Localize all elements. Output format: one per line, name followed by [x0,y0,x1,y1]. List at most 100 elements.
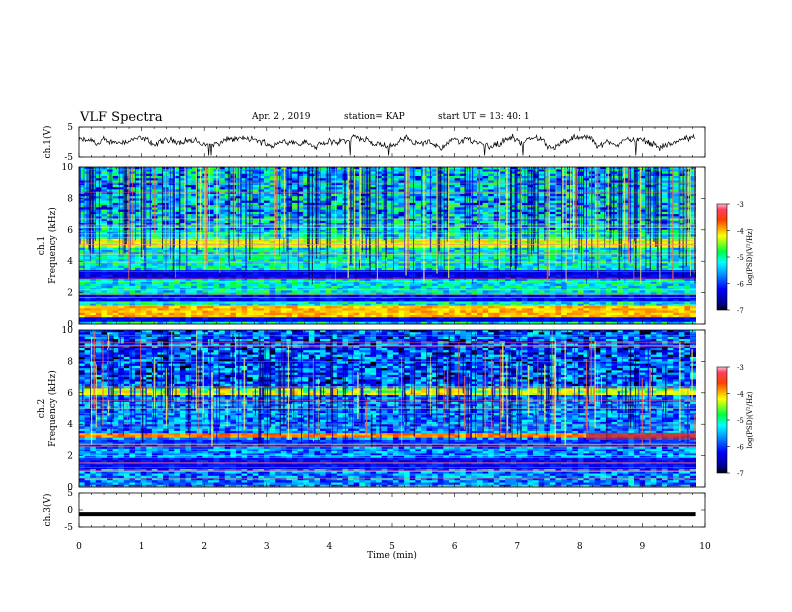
spectrogram-cell [207,207,214,211]
spectrogram-cell [426,180,433,184]
spectrogram-cell [123,249,130,253]
spectrogram-cell [465,189,472,193]
spectrogram-cell [146,241,153,244]
spectrogram-cell [118,193,125,197]
spectrogram-cell [577,247,584,251]
spectrogram-cell [471,225,478,228]
spectrogram-cell [263,249,270,253]
spectrogram-cell [476,261,483,264]
spectrogram-cell [292,218,299,222]
spectrogram-cell [196,182,203,186]
spectrogram-cell [241,232,248,235]
spectrogram-cell [297,234,304,237]
spectrogram-cell [460,200,467,204]
spectrogram-cell [224,263,231,267]
spectrogram-cell [325,211,332,215]
spectrogram-cell [476,265,483,269]
spectrogram-cell [465,200,472,204]
spectrogram-cell [151,249,158,253]
spectrogram-cell [600,198,607,202]
spectrogram-cell [387,241,394,244]
spectrogram-cell [297,267,304,271]
spectrogram-cell [398,216,405,219]
spectrogram-cell [381,263,388,267]
spectrogram-cell [331,169,338,172]
spectrogram-cell [549,265,556,269]
spectrogram-cell [611,187,618,190]
spectrogram-cell [516,207,523,211]
spectrogram-cell [404,258,411,262]
spectrogram-cell [336,180,343,184]
spectrogram-cell [241,225,248,228]
spectrogram-cell [510,191,517,195]
spectrogram-cell [398,263,405,267]
spectrogram-cell [499,256,506,260]
spectrogram-cell [510,180,517,184]
spectrogram-cell [118,232,125,235]
spectrogram-cell [151,263,158,267]
spectrogram-cell [174,187,181,190]
spectrogram-cell [656,214,663,217]
spectrogram-cell [482,187,489,190]
spectrogram-cell [297,220,304,224]
spectrogram-cell [667,263,674,267]
spectrogram-cell [297,258,304,262]
spectrogram-cell [168,196,175,199]
spectrogram-cell [605,205,612,208]
spectrogram-cell [673,214,680,217]
spectrogram-cell [258,189,265,193]
spectrogram-cell [426,205,433,208]
spectrogram-cell [376,261,383,264]
spectrogram-cell [448,252,455,255]
spectrogram-cell [174,207,181,211]
spectrogram-cell [174,169,181,172]
spectrogram-cell [510,238,517,242]
spectrogram-cell [146,207,153,211]
spectrogram-cell [690,214,697,217]
spectrogram-cell [622,258,629,262]
spectrogram-cell [387,249,394,253]
spectrogram-cell [219,202,226,206]
spectrogram-cell [320,245,327,249]
spectrogram-cell [118,182,125,186]
spectrogram-cell [292,232,299,235]
spectrogram-cell [320,196,327,199]
spectrogram-cell [258,238,265,242]
spectrogram-cell [465,167,472,170]
spectrogram-cell [510,225,517,228]
spectrogram-cell [538,193,545,197]
spectrogram-cell [555,220,562,224]
spectrogram-cell [196,256,203,260]
spectrogram-cell [79,247,86,251]
spectrogram-cell [207,178,214,181]
spectrogram-cell [678,265,685,269]
spectrogram-cell [174,184,181,188]
spectrogram-cell [95,187,102,190]
spectrogram-cell [230,216,237,219]
spectrogram-cell [118,200,125,204]
spectrogram-cell [325,207,332,211]
spectrogram-cell [303,218,310,222]
spectrogram-cell [409,258,416,262]
spectrogram-cell [331,216,338,219]
spectrogram-cell [168,261,175,264]
spectrogram-cell [213,263,220,267]
spectrogram-cell [471,249,478,253]
spectrogram-cell [690,205,697,208]
spectrogram-cell [387,245,394,249]
spectrogram-cell [112,173,119,177]
spectrogram-cell [678,263,685,267]
spectrogram-cell [432,189,439,193]
spectrogram-cell [460,223,467,226]
spectrogram-cell [258,196,265,199]
spectrogram-cell [370,169,377,172]
spectrogram-cell [381,241,388,244]
spectrogram-cell [286,234,293,237]
spectrogram-cell [471,241,478,244]
spectrogram-cell [387,173,394,177]
spectrogram-cell [678,225,685,228]
spectrogram-cell [521,245,528,249]
spectrogram-cell [510,232,517,235]
spectrogram-cell [179,171,186,175]
spectrogram-cell [252,193,259,197]
